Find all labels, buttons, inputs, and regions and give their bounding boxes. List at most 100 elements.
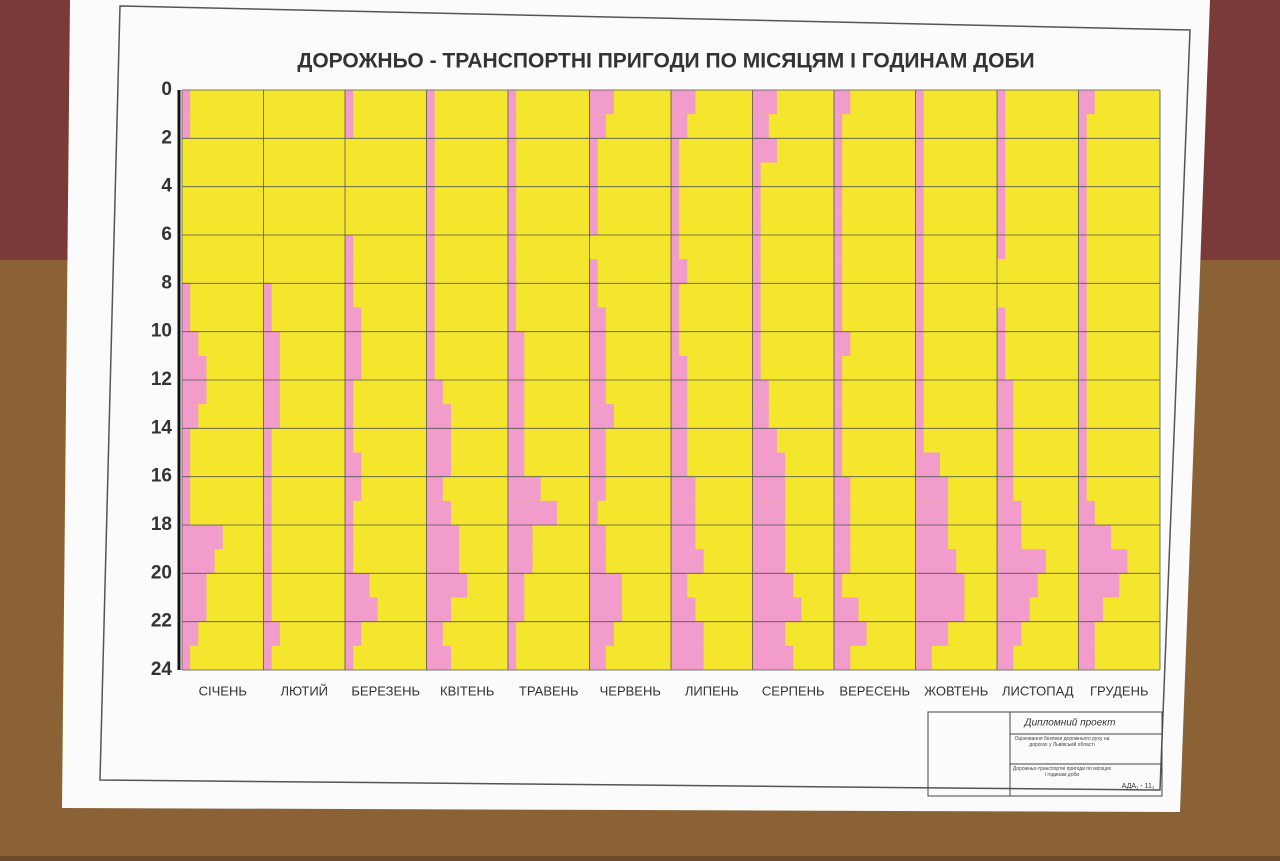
bar <box>834 210 843 235</box>
bar <box>345 525 354 550</box>
bar <box>752 476 786 501</box>
tb-subject-box: Оцінювання безпеки дорожнього руху на до… <box>1014 736 1110 748</box>
bar <box>915 90 924 115</box>
bar <box>1078 259 1087 284</box>
y-tick-label: 0 <box>161 79 172 100</box>
bar <box>915 573 965 598</box>
bar <box>752 621 786 646</box>
bar <box>345 404 354 429</box>
bar <box>834 597 859 622</box>
bar <box>915 355 924 380</box>
bar <box>1078 114 1087 139</box>
bar <box>1078 355 1087 380</box>
bar <box>915 235 924 260</box>
bar <box>997 355 1006 380</box>
bar <box>345 283 354 308</box>
bar <box>426 331 435 356</box>
y-tick-label: 8 <box>161 272 172 293</box>
bar <box>263 331 280 356</box>
bar <box>263 476 272 501</box>
bar <box>997 186 1006 211</box>
bar <box>426 162 435 187</box>
bar <box>1078 162 1087 187</box>
bar <box>508 283 517 308</box>
y-tick-label: 2 <box>161 127 172 148</box>
bar <box>915 645 932 670</box>
bar <box>834 573 843 598</box>
bar <box>426 476 443 501</box>
bar <box>426 500 451 525</box>
bar <box>345 355 362 380</box>
bar <box>426 114 435 139</box>
tb-sheet: Дорожньо-транспортні пригоди по місяцях … <box>1012 766 1112 778</box>
bar <box>997 428 1014 453</box>
bar <box>508 404 525 429</box>
bar <box>182 380 207 405</box>
bar <box>589 259 598 284</box>
bar <box>589 138 598 163</box>
bar <box>752 355 761 380</box>
bar <box>997 404 1014 429</box>
bar <box>834 452 843 477</box>
bar <box>1078 525 1112 550</box>
bar <box>345 549 354 574</box>
bar <box>589 355 606 380</box>
bar <box>508 138 517 163</box>
bar <box>182 573 207 598</box>
bar <box>589 428 606 453</box>
bar <box>589 210 598 235</box>
bar <box>426 645 451 670</box>
bar <box>345 331 362 356</box>
bar <box>752 597 802 622</box>
bar <box>263 645 272 670</box>
bar <box>997 573 1038 598</box>
bar <box>915 404 924 429</box>
bar <box>915 452 940 477</box>
bar <box>263 597 272 622</box>
bar <box>752 428 777 453</box>
bar <box>752 114 769 139</box>
bar <box>182 404 199 429</box>
bar <box>345 645 354 670</box>
bar <box>426 452 451 477</box>
bar <box>752 404 769 429</box>
bar <box>915 307 924 332</box>
bar <box>1078 476 1087 501</box>
x-tick-label: ЧЕРВЕНЬ <box>600 683 661 698</box>
x-tick-label: ЛЮТИЙ <box>280 683 328 698</box>
bar <box>997 476 1014 501</box>
bar <box>426 210 435 235</box>
x-tick-label: ГРУДЕНЬ <box>1090 683 1149 698</box>
bar <box>997 597 1030 622</box>
bar <box>915 428 924 453</box>
tb-subject: Оцінювання безпеки дорожнього руху на до… <box>1014 736 1110 748</box>
bar <box>589 573 623 598</box>
bar <box>752 90 777 115</box>
bar <box>834 404 843 429</box>
bar <box>589 597 623 622</box>
bar <box>426 597 451 622</box>
bar <box>508 525 533 550</box>
bar <box>671 452 688 477</box>
bar <box>997 525 1022 550</box>
y-tick-label: 18 <box>151 514 172 535</box>
bar <box>426 259 435 284</box>
bar <box>1078 621 1095 646</box>
bar <box>671 645 704 670</box>
y-tick-label: 12 <box>151 369 172 390</box>
bar <box>426 283 435 308</box>
plot: СІЧЕНЬ ЛЮТИЙ БЕРЕЗЕНЬ КВІТЕНЬ ТРАВЕНЬ ЧЕРВЕНЬ… <box>151 79 1161 698</box>
bar <box>997 210 1006 235</box>
bar <box>1078 428 1087 453</box>
bar <box>671 573 688 598</box>
bar <box>263 307 272 332</box>
y-tick-label: 6 <box>161 224 172 245</box>
bar <box>182 114 191 139</box>
bar <box>182 645 191 670</box>
bar <box>508 355 525 380</box>
chart-title: ДОРОЖНЬО - ТРАНСПОРТНІ ПРИГОДИ ПО МІСЯЦЯ… <box>297 50 1034 73</box>
bar <box>508 476 541 501</box>
bar <box>345 90 354 115</box>
bar <box>508 597 525 622</box>
